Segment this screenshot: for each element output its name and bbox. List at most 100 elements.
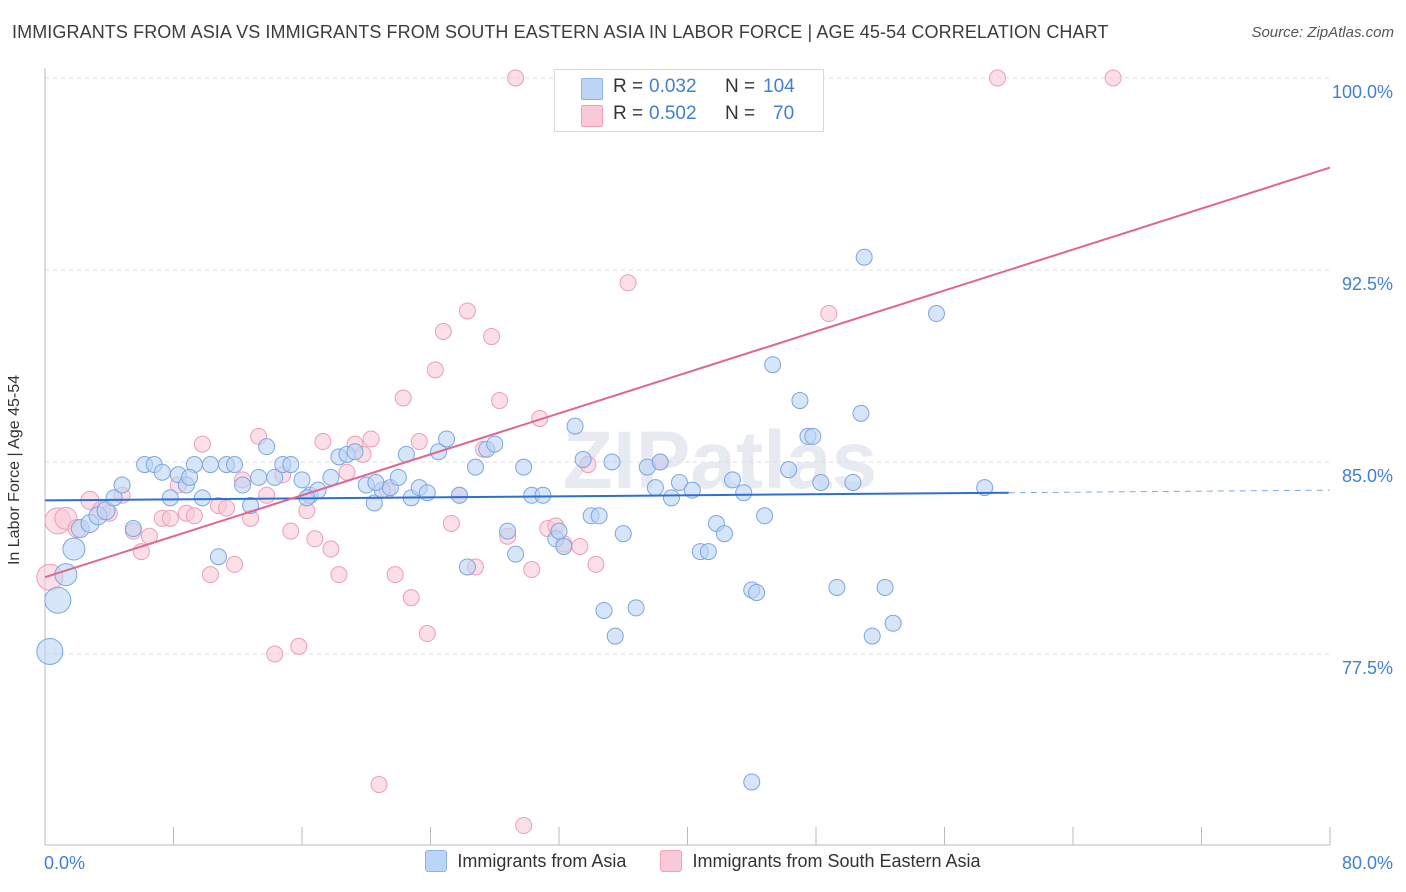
data-point-asia [780, 461, 798, 479]
data-point-asia [54, 563, 78, 587]
y-axis-label: In Labor Force | Age 45-54 [6, 374, 23, 566]
data-point-south-eastern-asia [322, 540, 340, 558]
data-point-asia [828, 578, 846, 596]
y-tick-label: 85.0% [1342, 466, 1393, 486]
legend-label-south-eastern-asia: Immigrants from South Eastern Asia [692, 850, 981, 871]
data-point-south-eastern-asia [201, 566, 219, 584]
stats-n-value: 104 [763, 76, 795, 97]
legend-label-asia: Immigrants from Asia [457, 850, 627, 871]
data-point-south-eastern-asia [266, 645, 284, 663]
data-point-south-eastern-asia [330, 566, 348, 584]
chart-source: Source: ZipAtlas.com [1251, 24, 1394, 41]
data-point-asia [855, 248, 873, 266]
trend-line-asia-extension [1008, 489, 1331, 494]
data-point-asia [365, 494, 383, 512]
data-point-asia [748, 584, 766, 602]
data-point-south-eastern-asia [193, 435, 211, 453]
data-point-south-eastern-asia [370, 776, 388, 794]
data-point-asia [756, 507, 774, 525]
data-point-asia [515, 458, 533, 476]
x-tick-label: 80.0% [1342, 853, 1393, 873]
data-point-south-eastern-asia [306, 530, 324, 548]
data-point-asia [367, 473, 385, 491]
data-point-asia [389, 468, 407, 486]
data-point-asia [743, 773, 761, 791]
y-tick-label: 77.5% [1342, 658, 1393, 678]
data-point-asia [450, 486, 468, 504]
data-point-south-eastern-asia [394, 389, 412, 407]
stats-swatch-south-eastern-asia [581, 105, 603, 127]
data-point-asia [105, 489, 123, 507]
data-point-south-eastern-asia [442, 514, 460, 532]
data-point-south-eastern-asia [338, 463, 356, 481]
data-point-asia [226, 456, 244, 474]
data-point-asia [927, 305, 945, 323]
data-point-south-eastern-asia [402, 589, 420, 607]
data-point-south-eastern-asia [161, 509, 179, 527]
data-point-asia [876, 578, 894, 596]
stats-r-label: R = [613, 103, 644, 124]
stats-n-label: N = [725, 103, 756, 124]
data-point-asia [96, 501, 116, 521]
stats-n-label: N = [725, 76, 756, 97]
data-point-asia [62, 537, 86, 561]
data-point-asia [161, 489, 179, 507]
data-point-asia [322, 468, 340, 486]
data-point-south-eastern-asia [314, 433, 332, 451]
data-point-south-eastern-asia [523, 561, 541, 579]
data-point-asia [603, 453, 621, 471]
data-point-asia [507, 545, 525, 563]
data-point-asia [590, 507, 608, 525]
stats-r-value: 0.502 [649, 103, 697, 124]
data-point-asia [863, 627, 881, 645]
data-point-asia [258, 438, 276, 456]
tick-labels: 77.5% 85.0% 92.5% 100.0% 0.0% 80.0% [44, 82, 1393, 873]
data-point-asia [852, 404, 870, 422]
data-point-asia [466, 458, 484, 476]
data-point-asia [438, 430, 456, 448]
legend: Immigrants from Asia Immigrants from Sou… [0, 850, 1406, 872]
data-point-south-eastern-asia [226, 555, 244, 573]
data-point-asia [193, 489, 211, 507]
data-point-south-eastern-asia [185, 507, 203, 525]
chart-title: IMMIGRANTS FROM ASIA VS IMMIGRANTS FROM … [12, 22, 1109, 42]
trend-line-south-eastern-asia [44, 166, 1331, 579]
data-point-asia [627, 599, 645, 617]
data-point-asia [976, 479, 994, 497]
data-point-asia [791, 392, 809, 410]
data-point-asia [812, 473, 830, 491]
legend-swatch-asia [425, 850, 448, 872]
data-point-asia [662, 489, 680, 507]
data-point-south-eastern-asia [434, 322, 452, 340]
legend-swatch-south-eastern-asia [660, 850, 683, 872]
data-point-asia [651, 453, 669, 471]
data-point-asia [646, 479, 664, 497]
data-point-asia [209, 548, 227, 566]
data-point-asia [181, 468, 199, 486]
data-point-asia [44, 586, 72, 614]
data-point-asia [595, 601, 613, 619]
data-point-asia [844, 473, 862, 491]
data-point-asia [346, 443, 364, 461]
data-point-south-eastern-asia [989, 69, 1007, 87]
data-point-asia [534, 486, 552, 504]
data-point-asia [683, 481, 701, 499]
data-point-south-eastern-asia [587, 555, 605, 573]
data-point-south-eastern-asia [515, 817, 533, 835]
trend-line-asia [44, 491, 1009, 502]
data-point-south-eastern-asia [218, 499, 236, 517]
data-point-south-eastern-asia [426, 361, 444, 379]
y-tick-label: 100.0% [1332, 82, 1393, 102]
data-point-south-eastern-asia [1104, 69, 1122, 87]
data-point-south-eastern-asia [571, 537, 589, 555]
data-point-asia [555, 537, 573, 555]
stats-r-label: R = [613, 76, 644, 97]
data-point-asia [606, 627, 624, 645]
data-point-south-eastern-asia [282, 522, 300, 540]
data-point-asia [670, 473, 688, 491]
data-point-asia [614, 525, 632, 543]
stats-swatch-asia [581, 78, 603, 100]
data-point-asia [201, 456, 219, 474]
data-point-south-eastern-asia [410, 433, 428, 451]
